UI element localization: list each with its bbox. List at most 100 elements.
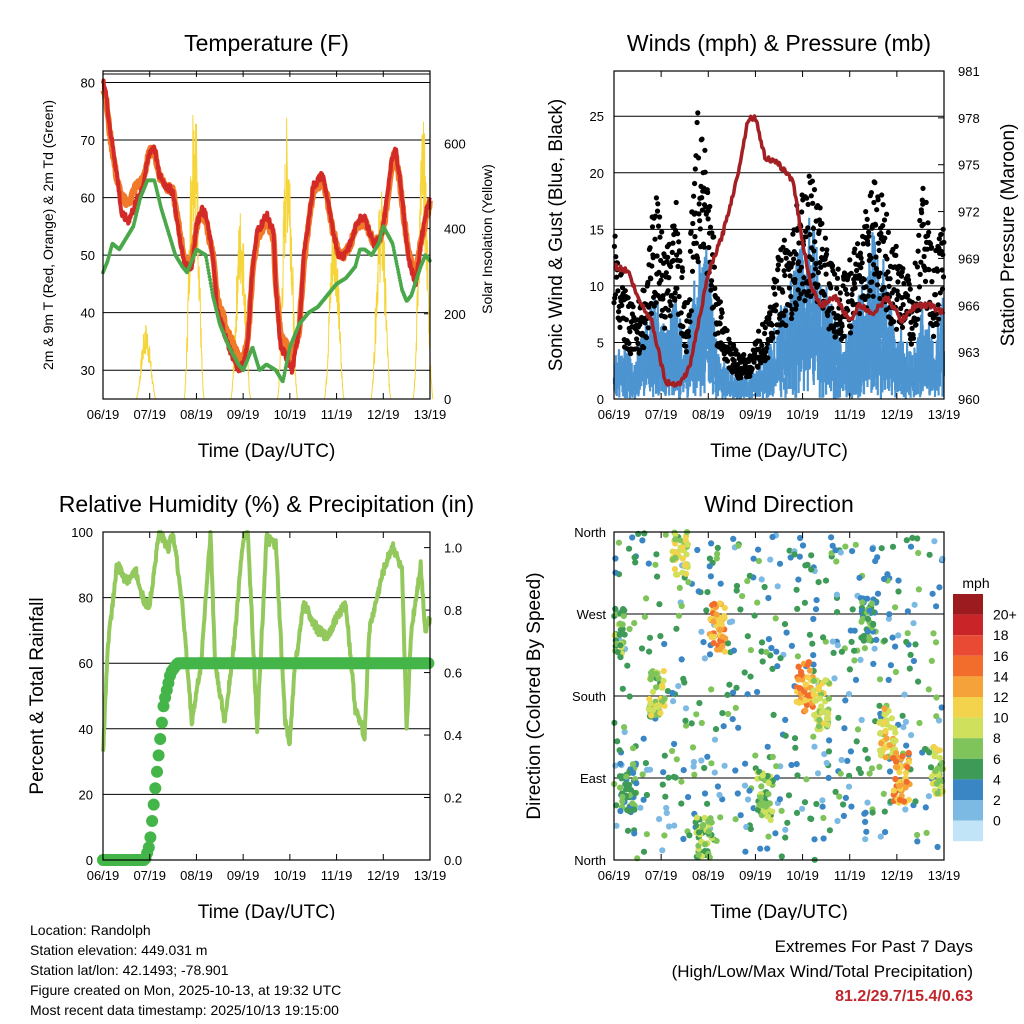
direction-point	[810, 691, 817, 699]
gust-point	[699, 207, 706, 213]
gust-point	[819, 220, 825, 227]
gust-point	[834, 275, 841, 281]
gust-point	[786, 285, 793, 291]
y-tick-label: 100	[71, 525, 93, 540]
direction-point	[799, 542, 807, 549]
legend-swatch	[953, 676, 983, 697]
gust-point	[849, 291, 855, 298]
direction-point	[725, 710, 732, 718]
gust-point	[852, 246, 858, 252]
direction-point	[724, 640, 732, 647]
direction-point	[711, 600, 718, 608]
direction-point	[813, 697, 820, 704]
gust-point	[645, 279, 651, 285]
direction-point	[706, 651, 714, 658]
direction-point	[896, 782, 903, 790]
direction-point	[633, 780, 640, 787]
gust-point	[917, 271, 923, 277]
gust-point	[823, 271, 829, 277]
direction-point	[820, 634, 827, 641]
direction-point	[784, 819, 791, 826]
legend-title: mph	[962, 575, 989, 591]
direction-point	[716, 600, 723, 607]
direction-point	[928, 657, 935, 665]
direction-point	[895, 577, 902, 584]
direction-point	[892, 729, 899, 736]
direction-point	[615, 539, 623, 546]
y-tick-label: 50	[81, 248, 95, 263]
direction-point	[907, 651, 914, 659]
direction-point	[893, 750, 900, 757]
direction-point	[646, 648, 653, 655]
direction-point	[881, 711, 888, 718]
gust-point	[940, 226, 946, 232]
direction-point	[865, 633, 872, 641]
direction-point	[793, 586, 800, 593]
gust-point	[793, 251, 799, 257]
gust-point	[866, 229, 872, 235]
direction-point	[632, 790, 639, 797]
direction-point	[729, 716, 736, 723]
legend-label: 4	[993, 771, 1001, 787]
plot-frame	[613, 70, 945, 400]
direction-point	[645, 560, 652, 567]
gust-point	[696, 211, 702, 217]
dewpoint-point	[397, 273, 401, 277]
x-tick-label: 10/19	[274, 407, 307, 422]
direction-point	[904, 608, 912, 615]
direction-point	[730, 647, 738, 654]
gust-point	[642, 320, 648, 326]
gust-point	[899, 324, 906, 330]
y2-tick-label: 972	[958, 205, 980, 220]
y-tick-label: 5	[597, 335, 604, 350]
y-tick-label: 10	[590, 279, 604, 294]
gust-point	[622, 288, 628, 294]
gust-point	[790, 231, 796, 237]
gust-point	[858, 255, 864, 261]
gust-point	[882, 235, 888, 241]
direction-point	[788, 761, 795, 769]
direction-point	[646, 695, 653, 703]
direction-point	[808, 552, 815, 559]
gust-point	[648, 276, 654, 282]
gust-point	[796, 259, 802, 265]
gust-point	[781, 237, 788, 243]
gust-point	[769, 322, 775, 328]
direction-point	[837, 770, 844, 777]
direction-point	[744, 691, 751, 698]
station-pressure-line	[613, 114, 946, 388]
direction-point	[849, 548, 856, 555]
direction-point	[683, 722, 690, 729]
gust-point	[934, 268, 941, 274]
direction-point	[758, 648, 765, 655]
direction-point	[887, 724, 894, 731]
gust-point	[834, 285, 840, 292]
direction-point	[624, 827, 632, 834]
gust-point	[821, 292, 828, 298]
direction-point	[741, 782, 749, 789]
gust-point	[665, 288, 671, 294]
gust-point	[869, 279, 875, 285]
gust-point	[875, 240, 882, 246]
y2-tick-label: 200	[444, 307, 466, 322]
gust-point	[635, 340, 641, 347]
direction-point	[754, 599, 761, 606]
direction-point	[672, 774, 679, 781]
gust-point	[848, 324, 854, 330]
gust-point	[857, 250, 864, 256]
direction-point	[679, 569, 686, 576]
direction-point	[915, 549, 922, 557]
direction-point	[892, 643, 899, 650]
gust-point	[654, 253, 660, 259]
direction-point	[648, 712, 655, 719]
direction-point	[676, 584, 683, 592]
direction-point	[782, 834, 789, 841]
direction-point	[698, 719, 705, 727]
direction-point	[688, 720, 695, 727]
direction-point	[830, 649, 837, 657]
direction-point	[706, 555, 714, 562]
direction-point	[613, 822, 620, 829]
y2-tick-label: 981	[958, 64, 980, 79]
direction-point	[649, 688, 657, 696]
